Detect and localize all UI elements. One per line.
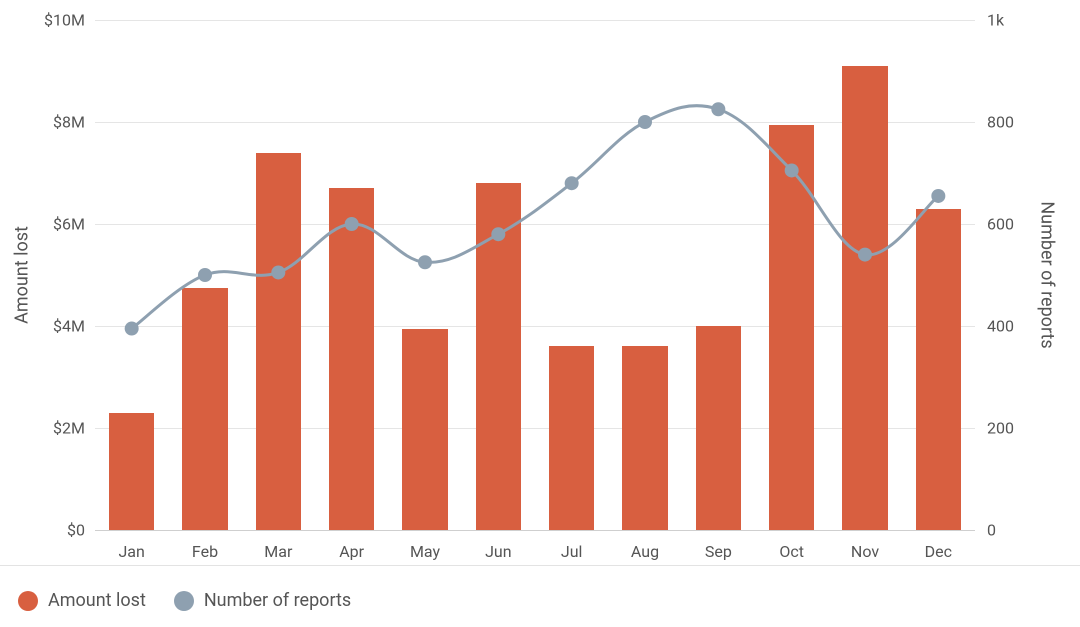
line-marker	[931, 189, 945, 203]
y-right-tick: 200	[987, 419, 1014, 438]
legend: Amount lost Number of reports	[18, 590, 351, 611]
line-marker	[198, 268, 212, 282]
line-marker	[125, 322, 139, 336]
bar	[182, 288, 227, 530]
legend-label: Amount lost	[48, 590, 146, 611]
y-left-tick: $2M	[53, 419, 85, 438]
y-left-axis-title: Amount lost	[12, 226, 33, 324]
y-right-tick: 400	[987, 317, 1014, 336]
y-right-tick: 800	[987, 113, 1014, 132]
y-left-tick: $8M	[53, 113, 85, 132]
bar	[476, 183, 521, 530]
y-right-tick: 0	[987, 521, 996, 540]
x-tick: Aug	[631, 542, 659, 561]
x-tick: Mar	[264, 542, 292, 561]
bar	[329, 188, 374, 530]
x-tick: Jul	[561, 542, 583, 561]
bar	[402, 329, 447, 530]
x-tick: Dec	[925, 542, 952, 561]
bar	[622, 346, 667, 530]
y-left-tick: $0	[67, 521, 85, 540]
chart-container: Amount lost Number of reports Amount los…	[0, 0, 1080, 627]
legend-item: Number of reports	[174, 590, 351, 611]
x-tick: Oct	[779, 542, 804, 561]
bar	[256, 153, 301, 530]
x-tick: Sep	[705, 542, 732, 561]
x-tick: May	[410, 542, 440, 561]
line-marker	[711, 102, 725, 116]
y-right-axis-title: Number of reports	[1037, 201, 1058, 348]
y-right-tick: 1k	[987, 11, 1004, 30]
line-path	[132, 106, 939, 329]
y-left-tick: $10M	[44, 11, 85, 30]
bar	[842, 66, 887, 530]
bar	[109, 413, 154, 530]
bar	[696, 326, 741, 530]
x-tick: Nov	[851, 542, 879, 561]
x-tick: Feb	[192, 542, 218, 561]
legend-item: Amount lost	[18, 590, 146, 611]
x-tick: Apr	[339, 542, 364, 561]
line-marker	[418, 255, 432, 269]
grid-line	[95, 530, 975, 531]
y-left-tick: $4M	[53, 317, 85, 336]
y-right-tick: 600	[987, 215, 1014, 234]
grid-line	[95, 20, 975, 21]
plot-area	[95, 20, 975, 530]
x-tick: Jun	[485, 542, 511, 561]
legend-swatch	[18, 591, 38, 611]
bar	[916, 209, 961, 530]
bar	[549, 346, 594, 530]
bar	[769, 125, 814, 530]
x-tick: Jan	[118, 542, 144, 561]
legend-divider	[0, 565, 1080, 566]
legend-label: Number of reports	[204, 590, 351, 611]
legend-swatch	[174, 591, 194, 611]
line-marker	[565, 176, 579, 190]
y-left-tick: $6M	[53, 215, 85, 234]
